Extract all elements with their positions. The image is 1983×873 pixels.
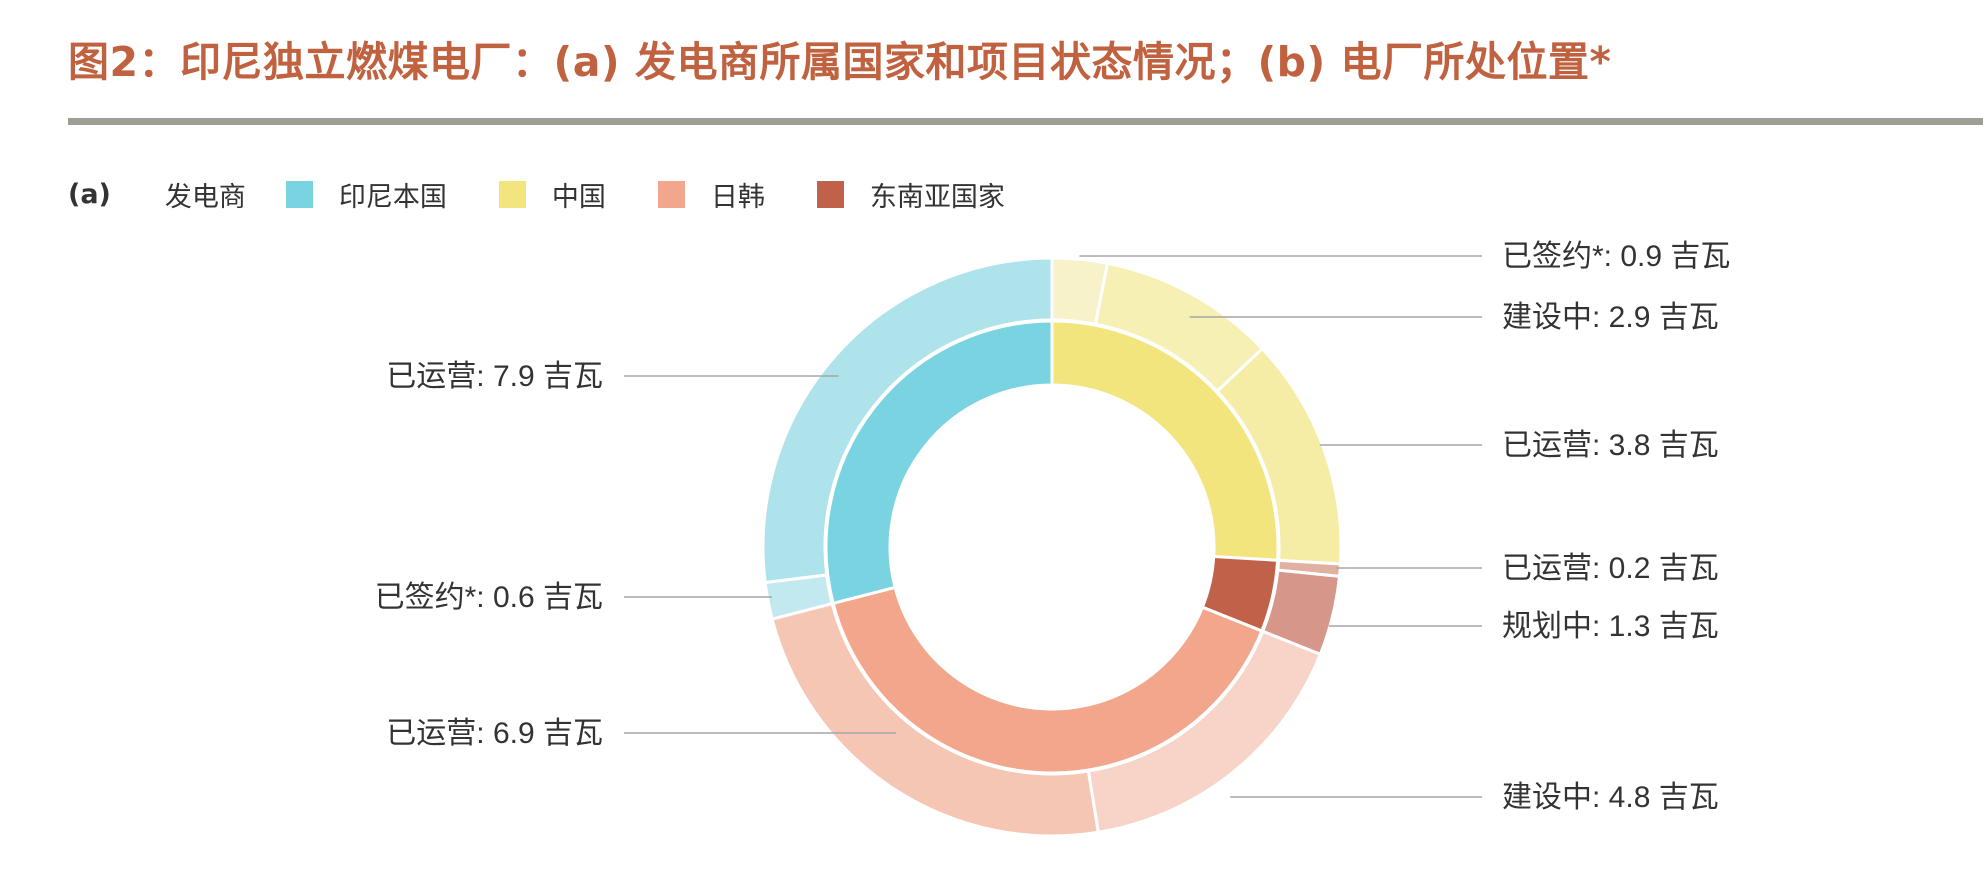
callout-label-5: 建设中: 4.8 吉瓦	[1502, 781, 1719, 814]
legend-swatch-indonesia	[285, 180, 313, 208]
callout-label-7: 已签约*: 0.6 吉瓦	[375, 581, 603, 614]
callout-label-2: 已运营: 3.8 吉瓦	[1502, 429, 1719, 462]
callout-label-6: 已运营: 6.9 吉瓦	[386, 717, 603, 750]
chart-title: 图2：印尼独立燃煤电厂：(a) 发电商所属国家和项目状态情况；(b) 电厂所处位…	[68, 38, 1612, 86]
legend-swatch-japan-korea	[657, 180, 685, 208]
outer-slice-8	[761, 256, 1054, 585]
callout-label-3: 已运营: 0.2 吉瓦	[1502, 552, 1719, 585]
legend-swatch-china	[498, 180, 526, 208]
legend-swatch-southeast-asia	[816, 180, 844, 208]
legend-part-label: (a)	[68, 178, 111, 210]
callout-label-8: 已运营: 7.9 吉瓦	[386, 360, 603, 393]
callout-label-1: 建设中: 2.9 吉瓦	[1502, 301, 1719, 334]
legend-item-japan-korea: 日韩	[710, 181, 765, 213]
legend-item-indonesia: 印尼本国	[338, 181, 447, 213]
legend-item-southeast-asia: 东南亚国家	[869, 181, 1005, 213]
title-divider	[68, 118, 1983, 125]
legend-group-label: 发电商	[164, 181, 246, 213]
callout-label-0: 已签约*: 0.9 吉瓦	[1502, 240, 1730, 273]
legend: (a) 发电商 印尼本国 中国 日韩 东南亚国家	[68, 174, 1057, 214]
callout-label-4: 规划中: 1.3 吉瓦	[1502, 610, 1719, 643]
legend-item-china: 中国	[551, 181, 606, 213]
